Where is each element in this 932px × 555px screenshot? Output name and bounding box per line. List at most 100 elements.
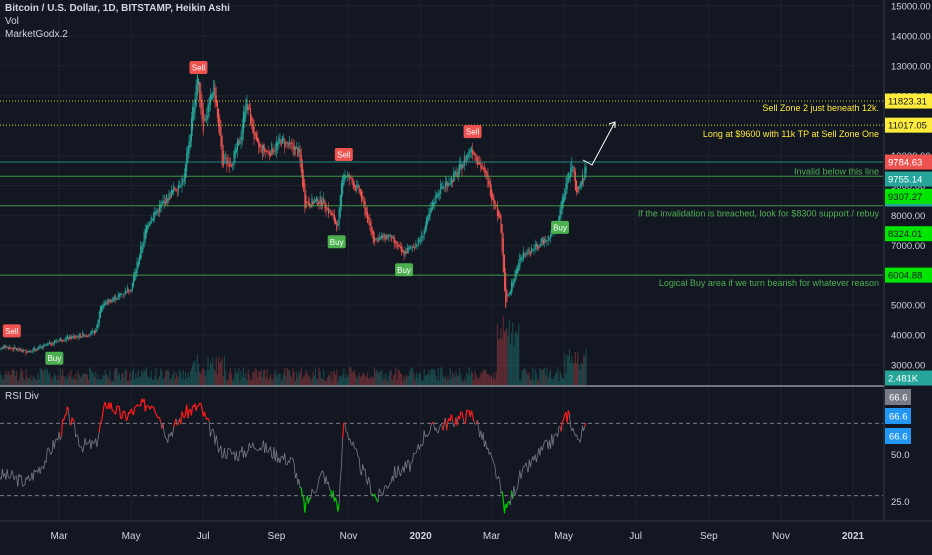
volume-bar bbox=[478, 379, 479, 385]
sell-signal[interactable]: Sell bbox=[3, 324, 21, 337]
volume-bar bbox=[369, 377, 370, 385]
candle-body bbox=[276, 142, 277, 150]
candle-body bbox=[544, 239, 545, 242]
volume-bar bbox=[193, 361, 194, 385]
candle-body bbox=[543, 240, 544, 244]
candle-body bbox=[456, 172, 457, 174]
candle-body bbox=[272, 149, 273, 153]
buy-signal[interactable]: Buy bbox=[395, 263, 413, 276]
candle-body bbox=[170, 196, 171, 198]
candle-body bbox=[295, 147, 296, 150]
candle-body bbox=[256, 134, 257, 141]
candle-body bbox=[206, 116, 207, 120]
buy-signal[interactable]: Buy bbox=[328, 235, 346, 248]
indicator-marketgod[interactable]: MarketGodx.2 bbox=[5, 28, 230, 41]
volume-bar bbox=[205, 377, 206, 385]
volume-bar bbox=[543, 369, 544, 385]
candle-body bbox=[386, 236, 387, 238]
candle-body bbox=[210, 94, 211, 105]
volume-bar bbox=[129, 372, 130, 385]
rsi-segment bbox=[22, 486, 23, 487]
level-annotation[interactable]: Invalid below this line bbox=[794, 166, 879, 176]
price-badge: 11823.31 bbox=[885, 94, 932, 109]
buy-signal[interactable]: Buy bbox=[551, 221, 569, 234]
volume-bar bbox=[202, 369, 203, 385]
volume-bar bbox=[131, 380, 132, 385]
volume-bar bbox=[224, 356, 225, 385]
candle-body bbox=[547, 240, 548, 241]
rsi-badge: 66.6 bbox=[885, 408, 911, 424]
candle-body bbox=[512, 282, 513, 287]
volume-bar bbox=[391, 370, 392, 385]
candle-body bbox=[76, 336, 77, 337]
candle-body bbox=[232, 164, 233, 165]
volume-bar bbox=[417, 372, 418, 385]
candle-body bbox=[37, 348, 38, 350]
buy-signal[interactable]: Buy bbox=[45, 352, 63, 365]
volume-bar bbox=[111, 381, 112, 385]
volume-bar bbox=[298, 371, 299, 385]
volume-bar bbox=[186, 378, 187, 385]
volume-bar bbox=[168, 372, 169, 385]
candle-body bbox=[378, 238, 379, 242]
volume-bar bbox=[347, 378, 348, 385]
price-badge: 6004.88 bbox=[885, 268, 932, 283]
volume-bar bbox=[29, 379, 30, 385]
candle-body bbox=[119, 294, 120, 297]
candle-body bbox=[376, 238, 377, 239]
candle-body bbox=[375, 239, 376, 240]
volume-bar bbox=[526, 373, 527, 385]
volume-bar bbox=[341, 377, 342, 385]
candle-body bbox=[265, 150, 266, 152]
candle-body bbox=[90, 331, 91, 335]
volume-bar bbox=[517, 335, 518, 385]
volume-bar bbox=[535, 369, 536, 385]
volume-bar bbox=[289, 371, 290, 385]
candle-body bbox=[530, 252, 531, 254]
volume-bar bbox=[443, 376, 444, 385]
candle-body bbox=[415, 243, 416, 247]
volume-bar bbox=[251, 379, 252, 385]
level-annotation[interactable]: Logical Buy area if we turn bearish for … bbox=[659, 278, 879, 288]
chart-title[interactable]: Bitcoin / U.S. Dollar, 1D, BITSTAMP, Hei… bbox=[5, 2, 230, 15]
volume-bar bbox=[437, 380, 438, 385]
time-axis-label: Sep bbox=[268, 531, 286, 542]
candle-body bbox=[422, 236, 423, 237]
candle-body bbox=[479, 163, 480, 164]
sell-signal[interactable]: Sell bbox=[464, 125, 482, 138]
sell-signal[interactable]: Sell bbox=[335, 148, 353, 161]
rsi-segment bbox=[137, 405, 138, 406]
volume-bar bbox=[33, 376, 34, 385]
candle-body bbox=[363, 197, 364, 204]
candle-body bbox=[476, 154, 477, 161]
candle-body bbox=[322, 203, 323, 205]
volume-bar bbox=[145, 371, 146, 385]
level-annotation[interactable]: Sell Zone 2 just beneath 12k. bbox=[762, 103, 879, 113]
volume-bar bbox=[296, 372, 297, 385]
candle-body bbox=[396, 242, 397, 248]
volume-bar bbox=[2, 379, 3, 385]
volume-bar bbox=[212, 358, 213, 385]
rsi-pane-label[interactable]: RSI Div bbox=[5, 391, 39, 402]
candle-body bbox=[3, 346, 4, 348]
candle-body bbox=[30, 352, 31, 353]
volume-bar bbox=[287, 368, 288, 385]
candle-body bbox=[517, 268, 518, 273]
level-annotation[interactable]: If the invalidation is breached, look fo… bbox=[638, 209, 880, 219]
indicator-vol[interactable]: Vol bbox=[5, 15, 230, 28]
volume-bar bbox=[393, 376, 394, 385]
sell-signal[interactable]: Sell bbox=[189, 61, 207, 74]
volume-bar bbox=[531, 379, 532, 385]
volume-bar bbox=[282, 378, 283, 385]
candle-body bbox=[435, 192, 436, 203]
candle-body bbox=[81, 336, 82, 337]
volume-bar bbox=[93, 372, 94, 385]
candle-body bbox=[508, 295, 509, 296]
candle-body bbox=[460, 162, 461, 169]
volume-bar bbox=[61, 376, 62, 385]
level-annotation[interactable]: Long at $9600 with 11k TP at Sell Zone O… bbox=[703, 129, 879, 139]
volume-bar bbox=[313, 372, 314, 385]
candle-body bbox=[200, 91, 201, 108]
